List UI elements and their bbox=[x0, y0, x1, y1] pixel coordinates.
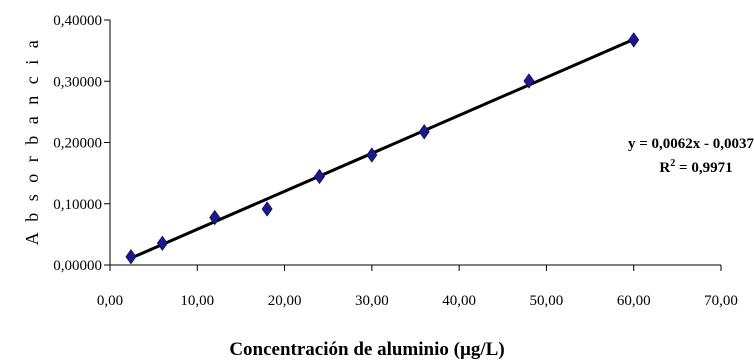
x-tick-label: 30,00 bbox=[355, 293, 389, 309]
data-point bbox=[313, 168, 325, 185]
data-point bbox=[209, 209, 221, 226]
x-tick-label: 50,00 bbox=[530, 293, 564, 309]
r-squared-value: = 0,9971 bbox=[675, 160, 732, 176]
x-tick-label: 70,00 bbox=[704, 293, 738, 309]
data-points bbox=[125, 32, 640, 265]
y-ticks: 0,00000 0,10000 0,20000 0,30000 0,40000 bbox=[53, 13, 110, 274]
data-point bbox=[628, 32, 640, 48]
r-squared-symbol: R bbox=[659, 160, 670, 176]
y-tick-label: 0,10000 bbox=[53, 197, 102, 213]
y-axis: 0,00000 0,10000 0,20000 0,30000 0,40000 bbox=[53, 13, 111, 274]
y-tick-label: 0,00000 bbox=[53, 258, 102, 274]
x-tick-label: 10,00 bbox=[180, 293, 214, 309]
r-squared-superscript: 2 bbox=[670, 158, 675, 169]
data-point bbox=[366, 147, 378, 163]
x-tick-label: 60,00 bbox=[617, 293, 651, 309]
x-tick-label: 40,00 bbox=[442, 293, 476, 309]
data-point bbox=[261, 201, 273, 217]
x-axis-title: Concentración de aluminio (µg/L) bbox=[229, 339, 504, 360]
y-tick-label: 0,30000 bbox=[53, 74, 102, 90]
trendline-equation: y = 0,0062x - 0,0037 bbox=[628, 136, 754, 152]
x-ticks: 0,00 10,00 20,00 30,00 40,00 50,00 60,00 70,00 bbox=[97, 265, 738, 309]
x-tick-label: 20,00 bbox=[268, 293, 302, 309]
y-tick-label: 0,20000 bbox=[53, 136, 102, 152]
y-axis-title: A b s o r b a n c i a bbox=[22, 37, 42, 245]
r-squared: R2 = 0,9971 bbox=[659, 158, 732, 176]
data-point bbox=[156, 235, 168, 251]
data-point bbox=[125, 249, 137, 265]
data-point bbox=[418, 124, 430, 140]
y-tick-label: 0,40000 bbox=[53, 13, 102, 29]
x-axis: 0,00 10,00 20,00 30,00 40,00 50,00 60,00 70,00 bbox=[97, 264, 738, 309]
trendline bbox=[130, 38, 635, 260]
data-point bbox=[523, 73, 535, 89]
x-tick-label: 0,00 bbox=[97, 293, 123, 309]
